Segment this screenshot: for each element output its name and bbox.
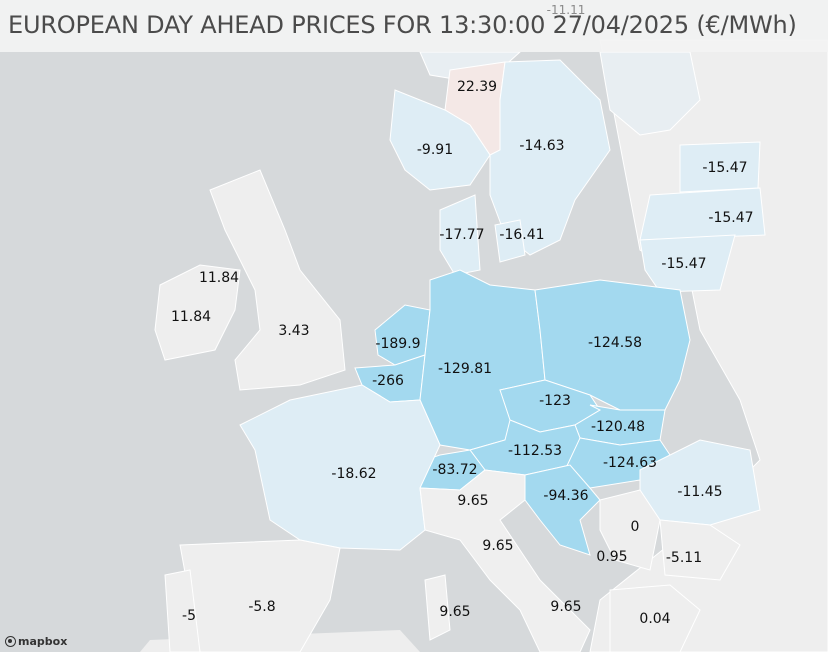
price-label-de: -129.81 [437,361,493,377]
region-sardinia [424,574,451,641]
region-serbia [599,489,661,571]
price-label-lv: -15.47 [708,210,754,226]
region-ireland [154,264,241,361]
price-label-si-hr: -94.36 [543,488,589,504]
region-france [239,384,441,551]
price-label-pl: -124.58 [587,335,643,351]
price-label-dk-west: -17.77 [439,227,485,243]
price-label-at: -112.53 [507,443,563,459]
price-label-bg: -5.11 [665,550,703,566]
region-portugal [164,569,201,652]
region-slovenia-croatia [524,464,601,556]
price-label-it-north: 9.65 [457,493,489,509]
price-label-ro: -11.45 [677,484,723,500]
region-denmark-east [494,219,526,263]
price-label-me: 0.95 [596,549,628,565]
map-title: EUROPEAN DAY AHEAD PRICES FOR 13:30:00 2… [8,11,797,39]
price-label-hu: -124.63 [602,455,658,471]
price-label-se3: -14.63 [519,138,565,154]
price-label-ee: -15.47 [702,160,748,176]
price-label-gb: 3.43 [278,323,310,339]
price-label-it-cnor: 9.65 [482,538,514,554]
price-label-dk-east: -16.41 [499,227,545,243]
price-label-be: -266 [372,373,404,389]
price-label-no-north: -11.11 [546,3,586,17]
region-sweden [489,59,611,256]
region-great-britain [209,169,346,391]
price-label-sk: -120.48 [590,419,646,435]
region-bulgaria [659,519,741,581]
region-finland [599,51,701,136]
region-lithuania [639,234,736,293]
region-denmark-west [439,194,481,276]
price-label-ie-north: 11.84 [198,270,240,286]
price-label-lt: -15.47 [661,256,707,272]
region-norway-south [389,89,491,191]
price-label-gr: 0.04 [639,611,671,627]
mapbox-attribution[interactable]: mapbox [5,635,67,648]
price-label-cz: -123 [539,393,571,409]
title-bar: EUROPEAN DAY AHEAD PRICES FOR 13:30:00 2… [0,0,828,52]
region-italy [419,469,591,652]
price-label-rs: 0 [630,519,640,535]
price-label-it-sard: 9.65 [439,604,471,620]
attribution-text: mapbox [18,635,68,648]
price-label-pt: -5 [182,608,196,624]
price-label-nl: -189.9 [375,336,421,352]
region-greece [609,584,701,652]
price-label-ch: -83.72 [432,462,478,478]
price-label-es: -5.8 [248,599,276,615]
price-label-fr: -18.62 [331,466,377,482]
mapbox-logo-icon [5,636,16,647]
price-label-no-south: -9.91 [416,142,454,158]
price-label-ie: 11.84 [170,309,212,325]
region-latvia [639,187,766,241]
price-label-no-mid: 22.39 [456,79,498,95]
price-label-it-sud: 9.65 [550,599,582,615]
